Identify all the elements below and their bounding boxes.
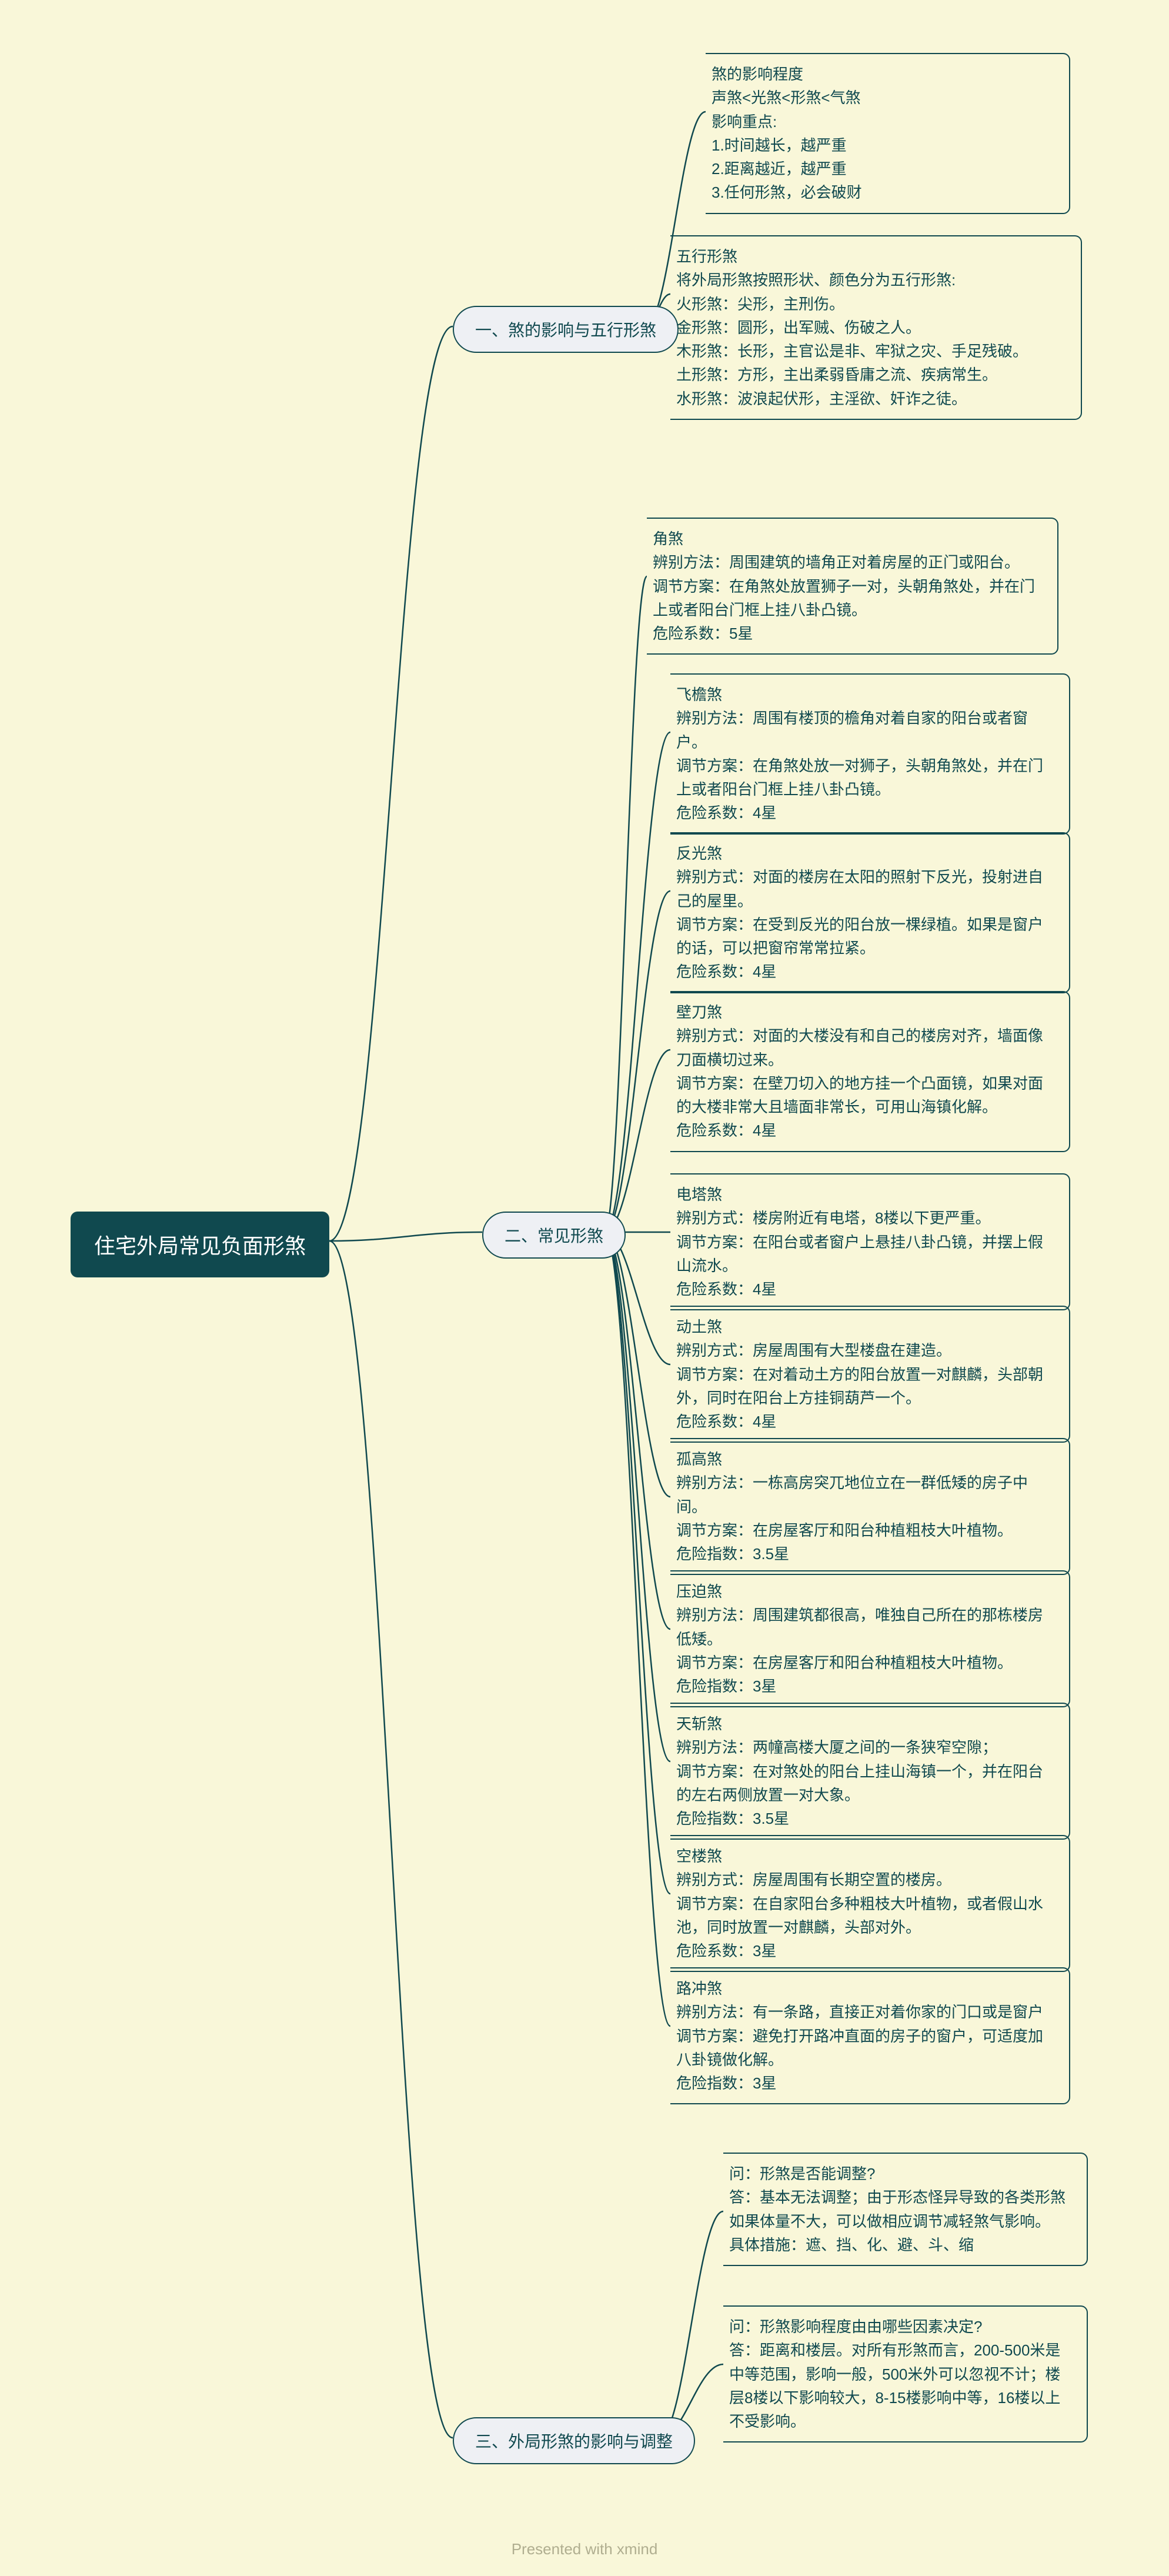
leaf-node: 角煞 辨别方法：周围建筑的墙角正对着房屋的正门或阳台。 调节方案：在角煞处放置狮… [647, 518, 1058, 655]
leaf-node: 路冲煞 辨别方法：有一条路，直接正对着你家的门口或是窗户 调节方案：避免打开路冲… [670, 1967, 1070, 2104]
leaf-node: 壁刀煞 辨别方式：对面的大楼没有和自己的楼房对齐，墙面像刀面横切过来。 调节方案… [670, 991, 1070, 1152]
leaf-node: 五行形煞 将外局形煞按照形状、颜色分为五行形煞: 火形煞：尖形，主刑伤。 金形煞… [670, 235, 1082, 420]
leaf-node: 电塔煞 辨别方式：楼房附近有电塔，8楼以下更严重。 调节方案：在阳台或者窗户上悬… [670, 1173, 1070, 1310]
leaf-node: 孤高煞 辨别方法：一栋高房突兀地位立在一群低矮的房子中间。 调节方案：在房屋客厅… [670, 1438, 1070, 1575]
leaf-node: 飞檐煞 辨别方法：周围有楼顶的檐角对着自家的阳台或者窗户。 调节方案：在角煞处放… [670, 673, 1070, 835]
leaf-node: 反光煞 辨别方式：对面的楼房在太阳的照射下反光，投射进自己的屋里。 调节方案：在… [670, 832, 1070, 993]
footer-text: Presented with xmind [0, 2540, 1169, 2558]
leaf-node: 问：形煞是否能调整? 答：基本无法调整；由于形态怪异导致的各类形煞如果体量不大，… [723, 2153, 1088, 2266]
leaf-node: 动土煞 辨别方式：房屋周围有大型楼盘在建造。 调节方案：在对着动土方的阳台放置一… [670, 1306, 1070, 1443]
leaf-node: 空楼煞 辨别方式：房屋周围有长期空置的楼房。 调节方案：在自家阳台多种粗枝大叶植… [670, 1835, 1070, 1972]
branch-node: 一、煞的影响与五行形煞 [453, 306, 679, 353]
leaf-node: 压迫煞 辨别方法：周围建筑都很高，唯独自己所在的那栋楼房低矮。 调节方案：在房屋… [670, 1570, 1070, 1707]
leaf-node: 问：形煞影响程度由由哪些因素决定? 答：距离和楼层。对所有形煞而言，200-50… [723, 2305, 1088, 2442]
root-node: 住宅外局常见负面形煞 [71, 1212, 329, 1277]
branch-node: 二、常见形煞 [482, 1212, 626, 1259]
leaf-node: 煞的影响程度 声煞<光煞<形煞<气煞 影响重点: 1.时间越长，越严重 2.距离… [706, 53, 1070, 214]
branch-node: 三、外局形煞的影响与调整 [453, 2417, 695, 2464]
leaf-node: 天斩煞 辨别方法：两幢高楼大厦之间的一条狭窄空隙； 调节方案：在对煞处的阳台上挂… [670, 1703, 1070, 1840]
